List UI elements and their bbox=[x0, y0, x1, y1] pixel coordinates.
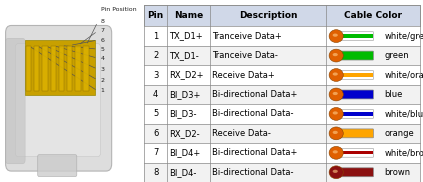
Ellipse shape bbox=[329, 166, 343, 179]
Bar bbox=[144, 143, 420, 163]
Text: Bi-directional Data+: Bi-directional Data+ bbox=[212, 148, 297, 157]
Ellipse shape bbox=[332, 72, 338, 76]
Ellipse shape bbox=[332, 53, 338, 56]
Text: 8: 8 bbox=[153, 168, 158, 177]
Ellipse shape bbox=[332, 111, 338, 114]
Bar bbox=[75, 46, 80, 91]
Text: 1: 1 bbox=[153, 32, 158, 41]
Ellipse shape bbox=[329, 49, 343, 62]
Text: Pin: Pin bbox=[148, 11, 164, 20]
Text: brown: brown bbox=[385, 168, 411, 177]
Bar bbox=[26, 46, 31, 91]
Text: TX_D1+: TX_D1+ bbox=[169, 32, 203, 41]
Text: Tranceive Data-: Tranceive Data- bbox=[212, 51, 277, 60]
FancyBboxPatch shape bbox=[332, 129, 374, 138]
Ellipse shape bbox=[332, 92, 338, 95]
Ellipse shape bbox=[332, 33, 338, 37]
Bar bbox=[144, 163, 420, 182]
Ellipse shape bbox=[329, 146, 343, 159]
Text: BI_D3-: BI_D3- bbox=[169, 109, 196, 118]
Bar bbox=[333, 112, 373, 116]
FancyBboxPatch shape bbox=[15, 44, 101, 157]
Text: white/orange: white/orange bbox=[385, 70, 423, 80]
Text: 6: 6 bbox=[101, 37, 104, 43]
FancyBboxPatch shape bbox=[38, 155, 77, 177]
Bar bbox=[59, 46, 64, 91]
Text: BI_D3+: BI_D3+ bbox=[169, 90, 200, 99]
Text: orange: orange bbox=[385, 129, 414, 138]
Text: 6: 6 bbox=[153, 129, 158, 138]
Text: Bi-directional Data+: Bi-directional Data+ bbox=[212, 90, 297, 99]
Bar bbox=[333, 34, 373, 38]
FancyBboxPatch shape bbox=[5, 25, 112, 171]
Text: 7: 7 bbox=[153, 148, 158, 157]
Text: 4: 4 bbox=[101, 56, 104, 61]
Text: TX_D1-: TX_D1- bbox=[169, 51, 199, 60]
Text: blue: blue bbox=[385, 90, 403, 99]
Ellipse shape bbox=[332, 131, 338, 134]
Text: RX_D2-: RX_D2- bbox=[169, 129, 200, 138]
FancyBboxPatch shape bbox=[332, 71, 374, 80]
Text: 2: 2 bbox=[101, 78, 104, 83]
Text: Receive Data-: Receive Data- bbox=[212, 129, 271, 138]
Bar bbox=[83, 46, 89, 91]
Bar bbox=[25, 40, 95, 95]
Text: BI_D4+: BI_D4+ bbox=[169, 148, 200, 157]
Bar bbox=[34, 46, 39, 91]
Ellipse shape bbox=[329, 69, 343, 81]
FancyBboxPatch shape bbox=[332, 51, 374, 60]
Ellipse shape bbox=[332, 150, 338, 153]
Bar bbox=[144, 85, 420, 104]
Text: white/green: white/green bbox=[385, 32, 423, 41]
Bar bbox=[50, 46, 56, 91]
Bar bbox=[144, 124, 420, 143]
Text: 1: 1 bbox=[101, 88, 104, 94]
Text: 3: 3 bbox=[101, 67, 104, 72]
Text: 4: 4 bbox=[153, 90, 158, 99]
Text: 3: 3 bbox=[153, 70, 158, 80]
Text: Name: Name bbox=[174, 11, 203, 20]
Text: Cable Color: Cable Color bbox=[344, 11, 402, 20]
Text: green: green bbox=[385, 51, 409, 60]
Text: Tranceive Data+: Tranceive Data+ bbox=[212, 32, 281, 41]
Ellipse shape bbox=[329, 108, 343, 120]
Text: Description: Description bbox=[239, 11, 297, 20]
Text: 8: 8 bbox=[101, 19, 104, 24]
Text: Receive Data+: Receive Data+ bbox=[212, 70, 275, 80]
Text: Pin Position: Pin Position bbox=[101, 7, 136, 12]
Text: Bi-directional Data-: Bi-directional Data- bbox=[212, 109, 293, 118]
Bar bbox=[144, 46, 420, 65]
Bar bbox=[144, 5, 420, 26]
Bar bbox=[144, 104, 420, 124]
FancyBboxPatch shape bbox=[332, 32, 374, 41]
Text: 5: 5 bbox=[101, 47, 104, 52]
FancyBboxPatch shape bbox=[332, 148, 374, 157]
Bar bbox=[67, 46, 72, 91]
Text: 2: 2 bbox=[153, 51, 158, 60]
FancyBboxPatch shape bbox=[332, 109, 374, 118]
Text: Bi-directional Data-: Bi-directional Data- bbox=[212, 168, 293, 177]
FancyBboxPatch shape bbox=[5, 38, 25, 164]
FancyBboxPatch shape bbox=[332, 90, 374, 99]
Text: RX_D2+: RX_D2+ bbox=[169, 70, 203, 80]
Ellipse shape bbox=[329, 30, 343, 43]
Text: 7: 7 bbox=[101, 28, 104, 33]
Text: 5: 5 bbox=[153, 109, 158, 118]
Bar bbox=[333, 73, 373, 77]
Ellipse shape bbox=[332, 170, 338, 173]
Text: BI_D4-: BI_D4- bbox=[169, 168, 196, 177]
Ellipse shape bbox=[329, 127, 343, 140]
FancyBboxPatch shape bbox=[332, 168, 374, 177]
Bar bbox=[333, 151, 373, 155]
Bar bbox=[144, 65, 420, 85]
Text: white/blue: white/blue bbox=[385, 109, 423, 118]
Text: white/brown: white/brown bbox=[385, 148, 423, 157]
Bar bbox=[144, 26, 420, 46]
Bar bbox=[42, 46, 48, 91]
Ellipse shape bbox=[329, 88, 343, 101]
